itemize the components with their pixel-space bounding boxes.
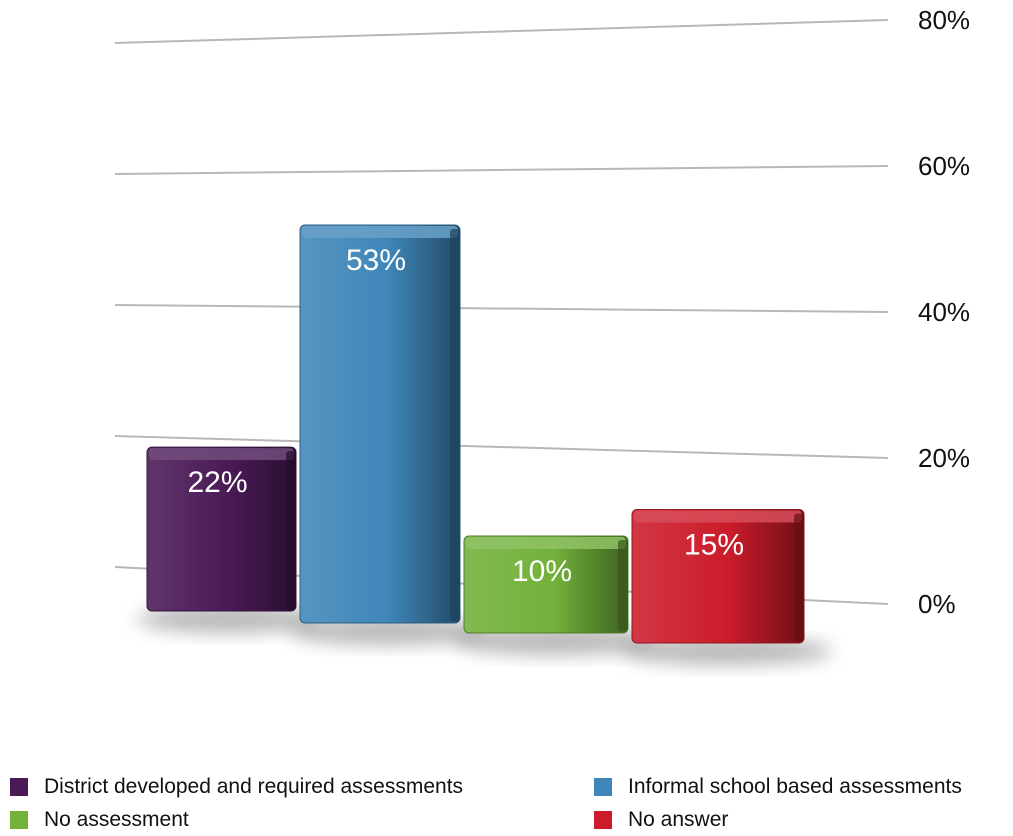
legend-swatch-no-answer (594, 811, 612, 829)
y-tick-label-80: 80% (918, 5, 970, 35)
legend-swatch-informal (594, 778, 612, 796)
legend-item-no-assessment: No assessment (10, 807, 189, 833)
bar-side-district-developed-and-required-assessments (286, 451, 296, 609)
bar-side-no-answer (794, 513, 804, 641)
data-label-no-assessment: 10% (512, 555, 572, 588)
bar-shadow-informal-school-based-assessments (289, 617, 487, 645)
bar-top-district-developed-and-required-assessments (149, 448, 294, 461)
gridline-80 (114, 19, 889, 44)
legend-item-informal: Informal school based assessments (594, 774, 962, 800)
legend: District developed and required assessme… (10, 774, 1010, 834)
legend-label-informal: Informal school based assessments (628, 775, 962, 798)
bar-informal-school-based-assessments (299, 224, 461, 624)
bar-chart: 0% 20% 40% 60% 80% 22% 53% 10% 15% (114, 5, 970, 665)
y-tick-label-20: 20% (918, 443, 970, 473)
bar-top-no-answer (634, 510, 802, 523)
legend-swatch-district (10, 778, 28, 796)
gridline-40 (114, 304, 889, 313)
y-tick-label-40: 40% (918, 297, 970, 327)
legend-item-no-answer: No answer (594, 807, 728, 833)
bar-top-informal-school-based-assessments (302, 225, 458, 238)
data-label-no-answer: 15% (684, 529, 744, 562)
y-tick-label-60: 60% (918, 151, 970, 181)
legend-swatch-no-assessment (10, 811, 28, 829)
legend-label-district: District developed and required assessme… (44, 775, 464, 798)
gridline-60 (114, 165, 889, 175)
data-label-district-developed-and-required-assessments: 22% (187, 466, 247, 499)
bar-shadow-no-answer (621, 637, 833, 665)
data-label-informal-school-based-assessments: 53% (346, 244, 406, 277)
legend-label-no-assessment: No assessment (44, 808, 189, 831)
legend-item-district: District developed and required assessme… (10, 774, 463, 800)
gridline-20 (114, 435, 889, 459)
bar-shadow-no-assessment (453, 627, 656, 655)
bar-shadow-district-developed-and-required-assessments (137, 605, 321, 633)
legend-label-no-answer: No answer (628, 808, 729, 831)
y-tick-label-0: 0% (918, 589, 956, 619)
bar-top-no-assessment (466, 537, 626, 549)
bar-side-informal-school-based-assessments (450, 228, 460, 621)
bar-side-no-assessment (618, 540, 628, 631)
